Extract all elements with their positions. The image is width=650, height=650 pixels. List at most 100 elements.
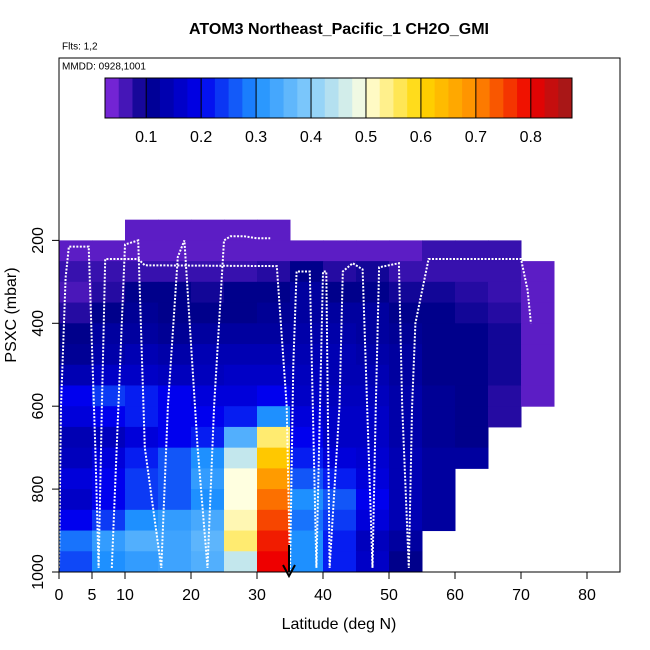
heat-cell	[191, 530, 225, 552]
heat-cell	[521, 281, 555, 304]
heat-cell	[488, 344, 522, 366]
heat-cell	[455, 385, 489, 407]
heat-cell	[422, 385, 456, 407]
heat-cell	[323, 426, 357, 449]
heat-cell	[158, 344, 192, 366]
heat-cell	[422, 468, 456, 490]
heat-cell	[92, 302, 126, 324]
colorbar-segment	[352, 78, 367, 118]
heat-cell	[191, 489, 225, 511]
heat-cell	[356, 302, 390, 324]
heat-cell	[521, 302, 555, 324]
heat-cell	[389, 468, 423, 490]
y-tick-label: 600	[30, 393, 47, 420]
heat-cell	[191, 509, 225, 532]
heat-cell	[59, 281, 93, 304]
heat-cell	[389, 489, 423, 511]
heat-cell	[224, 447, 258, 469]
heat-cell	[125, 261, 159, 283]
colorbar-segment	[462, 78, 477, 118]
heat-cell	[323, 489, 357, 511]
heat-cell	[224, 240, 258, 262]
chart-title: ATOM3 Northeast_Pacific_1 CH2O_GMI	[189, 21, 489, 38]
heat-cell	[455, 344, 489, 366]
heat-cell	[455, 406, 489, 428]
heat-cell	[224, 344, 258, 366]
heat-cell	[455, 447, 489, 469]
heat-cell	[356, 323, 390, 345]
heat-cell	[290, 509, 324, 532]
heat-cell	[158, 509, 192, 532]
heat-cell	[389, 385, 423, 407]
colorbar-segment	[558, 78, 573, 118]
heat-cell	[92, 323, 126, 345]
heat-cell	[290, 530, 324, 552]
heat-cell	[158, 551, 192, 573]
heat-cell	[422, 302, 456, 324]
heat-cell	[422, 323, 456, 345]
heat-cell	[59, 551, 93, 573]
x-tick-label: 80	[578, 587, 596, 604]
colorbar-segment	[256, 78, 271, 118]
heat-cell	[92, 364, 126, 386]
heat-cell	[257, 364, 291, 386]
heat-cell	[455, 302, 489, 324]
heat-cell	[257, 406, 291, 428]
heat-cell	[257, 219, 291, 241]
arrow	[282, 545, 296, 579]
heat-cell	[224, 509, 258, 532]
heat-cell	[389, 261, 423, 283]
heat-cell	[224, 323, 258, 345]
heat-cell	[389, 344, 423, 366]
colorbar-tick-label: 0.2	[190, 129, 212, 146]
heat-cell	[224, 468, 258, 490]
heat-cell	[191, 219, 225, 241]
heat-cell	[257, 447, 291, 469]
x-tick-label: 10	[116, 587, 134, 604]
y-axis-label: PSXC (mbar)	[3, 267, 20, 362]
heat-cell	[356, 447, 390, 469]
heat-cell	[257, 281, 291, 304]
colorbar-segment	[297, 78, 312, 118]
heat-cell	[422, 447, 456, 469]
heat-cell	[59, 302, 93, 324]
heat-cell	[59, 530, 93, 552]
heat-cell	[257, 344, 291, 366]
heat-cell	[257, 240, 291, 262]
heat-cell	[158, 406, 192, 428]
heat-cell	[389, 240, 423, 262]
heat-cell	[125, 240, 159, 262]
colorbar-segment	[146, 78, 161, 118]
heat-cell	[521, 364, 555, 386]
heat-cell	[158, 530, 192, 552]
colorbar-segment	[242, 78, 257, 118]
heat-cell	[158, 489, 192, 511]
heat-cell	[455, 281, 489, 304]
heat-cell	[389, 281, 423, 304]
heat-cell	[92, 509, 126, 532]
heat-cell	[257, 468, 291, 490]
heat-cell	[323, 530, 357, 552]
heat-cell	[92, 240, 126, 262]
heat-cell	[488, 261, 522, 283]
heat-cell	[158, 468, 192, 490]
heat-cell	[290, 344, 324, 366]
x-tick-label: 70	[512, 587, 530, 604]
colorbar-segment	[324, 78, 339, 118]
colorbar-tick-label: 0.4	[300, 129, 322, 146]
heat-cell	[158, 426, 192, 449]
heat-cell	[125, 385, 159, 407]
heat-cell	[323, 240, 357, 262]
colorbar-tick-label: 0.1	[135, 129, 157, 146]
heat-cell	[389, 364, 423, 386]
heat-cell	[422, 489, 456, 511]
heat-cell	[323, 447, 357, 469]
heat-cell	[323, 344, 357, 366]
heat-cell	[323, 281, 357, 304]
heat-cell	[125, 364, 159, 386]
heat-cell	[356, 406, 390, 428]
colorbar-segment	[118, 78, 133, 118]
heat-cell	[191, 385, 225, 407]
heat-cell	[191, 447, 225, 469]
